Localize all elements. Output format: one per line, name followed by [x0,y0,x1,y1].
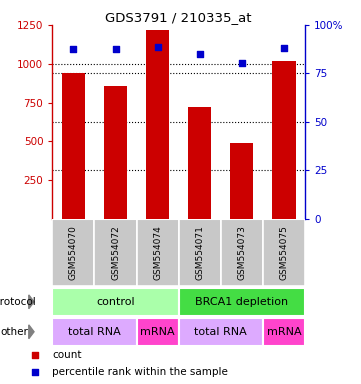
Text: GSM554072: GSM554072 [111,225,120,280]
Text: mRNA: mRNA [140,327,175,337]
Bar [263,318,305,346]
Bar [188,107,211,219]
Text: GSM554074: GSM554074 [153,225,162,280]
Point [32,369,38,376]
Point [32,352,38,358]
Bar [52,219,95,286]
Bar [179,288,305,316]
Text: total RNA: total RNA [68,327,121,337]
Bar [146,30,169,219]
Point [70,46,76,52]
Text: BRCA1 depletion: BRCA1 depletion [195,297,288,307]
Text: GSM554070: GSM554070 [69,225,78,280]
Bar [263,219,305,286]
Text: control: control [96,297,135,307]
Bar [179,219,221,286]
Bar [52,318,136,346]
Bar [104,86,127,219]
Point [113,46,118,52]
Bar [136,318,179,346]
Text: GSM554071: GSM554071 [195,225,204,280]
Point [239,60,245,66]
Text: percentile rank within the sample: percentile rank within the sample [52,367,228,377]
Bar [52,288,179,316]
Bar [95,219,136,286]
Polygon shape [29,325,34,339]
Text: protocol: protocol [0,297,36,307]
Text: total RNA: total RNA [195,327,247,337]
Text: other: other [1,327,29,337]
Text: GSM554075: GSM554075 [279,225,288,280]
Text: count: count [52,350,82,360]
Point [197,51,203,58]
Bar [230,143,253,219]
Point [155,44,161,50]
Bar [136,219,179,286]
Polygon shape [29,295,34,309]
Text: mRNA: mRNA [267,327,301,337]
Bar [62,73,85,219]
Bar [179,318,263,346]
Bar [273,61,296,219]
Bar [221,219,263,286]
Text: GSM554073: GSM554073 [238,225,246,280]
Point [281,45,287,51]
Title: GDS3791 / 210335_at: GDS3791 / 210335_at [105,11,252,24]
